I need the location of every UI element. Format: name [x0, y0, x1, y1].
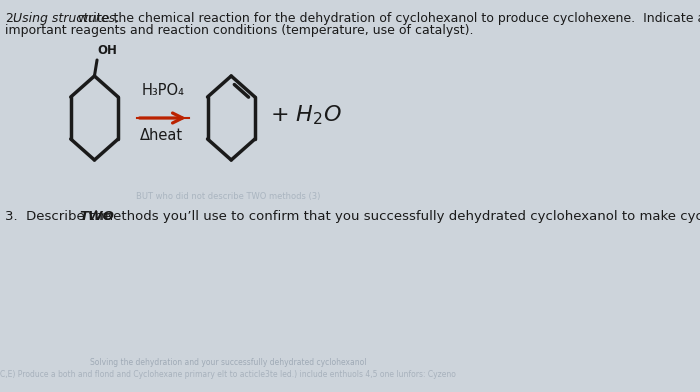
Text: TWO: TWO — [80, 210, 114, 223]
Text: Solving the dehydration and your successfully dehydrated cyclohexanol: Solving the dehydration and your success… — [90, 358, 366, 367]
Text: Δheat: Δheat — [140, 128, 183, 143]
Text: write the chemical reaction for the dehydration of cyclohexanol to produce cyclo: write the chemical reaction for the dehy… — [74, 12, 700, 25]
Text: $+\ H_2O$: $+\ H_2O$ — [270, 103, 342, 127]
Text: OH: OH — [98, 44, 118, 57]
Text: 3.  Describe the: 3. Describe the — [5, 210, 116, 223]
Text: H₃PO₄: H₃PO₄ — [141, 83, 184, 98]
Text: 2.: 2. — [5, 12, 17, 25]
Text: important reagents and reaction conditions (temperature, use of catalyst).: important reagents and reaction conditio… — [5, 24, 474, 37]
Text: BUT who did not describe TWO methods (3): BUT who did not describe TWO methods (3) — [136, 192, 320, 201]
Text: methods you’ll use to confirm that you successfully dehydrated cyclohexanol to m: methods you’ll use to confirm that you s… — [97, 210, 700, 223]
Text: Using structures,: Using structures, — [13, 12, 119, 25]
Text: C,E) Produce a both and flond and Cyclohexane primary elt to acticle3te led.) in: C,E) Produce a both and flond and Cycloh… — [0, 370, 456, 379]
